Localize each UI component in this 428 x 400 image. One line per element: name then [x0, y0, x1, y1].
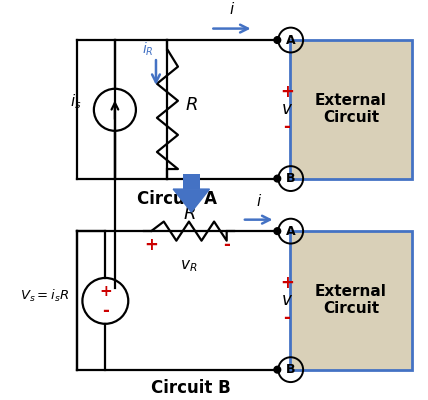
Text: Circuit A: Circuit A	[137, 190, 217, 208]
Text: -: -	[283, 308, 290, 326]
Text: A: A	[286, 225, 295, 238]
Text: +: +	[280, 274, 294, 292]
Text: $v$: $v$	[281, 291, 293, 309]
FancyBboxPatch shape	[290, 231, 412, 370]
Text: $V_s = i_s R$: $V_s = i_s R$	[20, 288, 69, 304]
Text: $v$: $v$	[281, 100, 293, 118]
Circle shape	[274, 37, 281, 43]
Text: $i$: $i$	[256, 193, 262, 209]
Text: B: B	[286, 363, 295, 376]
FancyBboxPatch shape	[183, 174, 200, 189]
Text: $i$: $i$	[229, 1, 235, 17]
Polygon shape	[173, 189, 209, 212]
Text: +: +	[280, 83, 294, 101]
Text: $R$: $R$	[184, 96, 197, 114]
Circle shape	[274, 228, 281, 234]
Text: Circuit: Circuit	[323, 302, 379, 316]
Text: -: -	[102, 302, 109, 320]
Text: $v_R$: $v_R$	[180, 258, 198, 274]
Circle shape	[274, 175, 281, 182]
Text: +: +	[99, 284, 112, 299]
Text: -: -	[283, 118, 290, 136]
Text: A: A	[286, 34, 295, 46]
Text: $R$: $R$	[182, 205, 195, 223]
Text: Circuit B: Circuit B	[152, 379, 231, 397]
Text: External: External	[315, 93, 387, 108]
Text: +: +	[144, 236, 158, 254]
Text: -: -	[223, 236, 230, 254]
Text: $i_R$: $i_R$	[143, 41, 154, 58]
Text: External: External	[315, 284, 387, 299]
Circle shape	[274, 366, 281, 373]
FancyBboxPatch shape	[290, 40, 412, 178]
Text: B: B	[286, 172, 295, 185]
Text: $i_s$: $i_s$	[70, 93, 81, 112]
Text: Circuit: Circuit	[323, 110, 379, 126]
